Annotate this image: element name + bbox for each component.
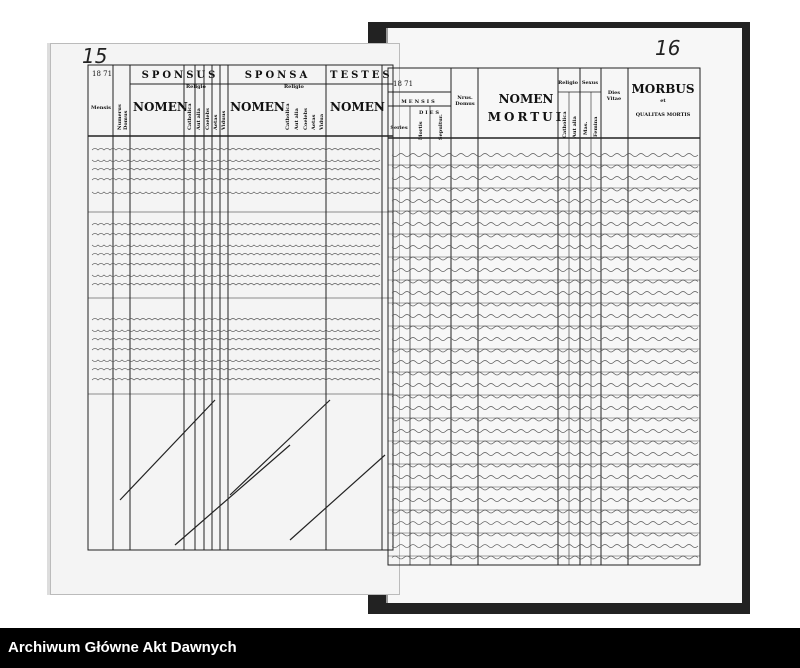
handwriting [391, 348, 699, 353]
handwriting [91, 378, 381, 381]
rule-line [289, 454, 386, 541]
sponsa-religio: Religio [284, 84, 304, 90]
handwriting [391, 555, 699, 560]
qualitas-mortis-header: QUALITAS MORTIS [635, 112, 691, 118]
handwriting [391, 256, 699, 261]
nrus-label: Nrus. Domus [455, 95, 475, 107]
handwriting [391, 153, 699, 157]
right-page-number: 16 [655, 36, 681, 60]
mensis-header: MENSIS [401, 99, 437, 105]
mensis-label: Mensis [91, 105, 111, 111]
handwriting [91, 348, 381, 351]
sexus-label: Sexus [581, 80, 599, 86]
handwriting [391, 371, 699, 376]
handwriting [391, 440, 699, 445]
handwriting [391, 325, 699, 330]
testes-nomen: NOMEN [330, 100, 385, 114]
handwriting [391, 406, 699, 410]
handwriting [91, 233, 381, 236]
handwriting [391, 164, 699, 169]
right-year: 18 71 [393, 80, 414, 88]
handwriting [391, 383, 699, 387]
dies-header: DIES [418, 110, 442, 116]
handwriting [391, 452, 699, 456]
sponsa-nomen: NOMEN [230, 100, 285, 114]
ruled-table-lines [87, 64, 701, 566]
handwriting [391, 394, 699, 399]
handwriting [391, 302, 699, 307]
handwriting [391, 314, 699, 318]
handwriting [391, 279, 699, 284]
archive-footer-banner: Archiwum Główne Akt Dawnych [0, 628, 800, 668]
handwriting [91, 253, 381, 256]
dies-vitae-label: Dies Vitae [606, 90, 622, 102]
handwriting [91, 178, 381, 181]
handwriting [91, 338, 381, 341]
handwriting [91, 223, 381, 226]
handwriting [91, 318, 381, 321]
handwriting [391, 475, 699, 479]
rule-line [119, 399, 216, 501]
handwriting [91, 329, 381, 332]
left-year: 18 71 [92, 70, 113, 78]
handwriting [91, 368, 381, 371]
sponsus-nomen: NOMEN [133, 100, 188, 114]
morbus-header: MORBUS [631, 82, 695, 96]
handwriting [391, 337, 699, 341]
handwriting [391, 429, 699, 433]
handwriting [391, 187, 699, 192]
handwriting [391, 233, 699, 238]
sponsus-header: SPONSUS [141, 70, 219, 81]
sponsus-religio: Religio [186, 84, 206, 90]
handwriting [91, 191, 381, 194]
left-page-number: 15 [82, 44, 108, 68]
handwriting [391, 521, 699, 525]
et-label: et [660, 98, 666, 104]
handwriting [391, 498, 699, 502]
handwriting [391, 268, 699, 272]
rule-line [174, 444, 291, 546]
handwriting [391, 463, 699, 468]
series-label: Series [390, 125, 408, 131]
rule-line [229, 399, 331, 496]
sponsa-header: SPONSA [244, 70, 311, 81]
mortui-header: MORTUI [487, 110, 565, 124]
handwriting [391, 245, 699, 249]
handwriting [391, 417, 699, 422]
handwriting [91, 159, 381, 162]
handwriting [91, 244, 381, 247]
handwriting [91, 283, 381, 286]
handwriting [91, 148, 381, 151]
handwriting [391, 486, 699, 491]
handwriting [391, 544, 699, 548]
handwriting [391, 509, 699, 514]
testes-header: TESTES [330, 70, 393, 81]
handwriting [391, 176, 699, 180]
nomen-header: NOMEN [498, 92, 554, 106]
handwriting [391, 210, 699, 215]
handwriting [91, 263, 381, 266]
handwriting [391, 532, 699, 537]
handwriting [391, 222, 699, 226]
handwriting [391, 199, 699, 203]
religio-label: Religio [558, 80, 578, 86]
handwriting [91, 168, 381, 171]
handwriting [391, 291, 699, 295]
handwriting [91, 359, 381, 362]
handwriting [91, 274, 381, 277]
handwriting [391, 360, 699, 364]
